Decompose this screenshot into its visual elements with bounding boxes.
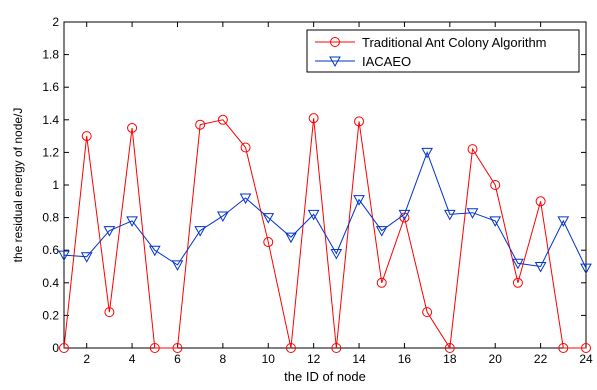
y-tick-label: 2 (52, 15, 59, 29)
y-tick-label: 0.6 (42, 243, 59, 257)
plot-area (63, 21, 587, 349)
data-point (422, 307, 433, 318)
data-point (466, 208, 479, 219)
data-point (103, 226, 116, 237)
data-point (421, 147, 433, 159)
series-line (63, 150, 587, 269)
data-point (581, 343, 591, 353)
legend-marker (330, 37, 340, 47)
y-tick-label: 0 (52, 341, 59, 355)
data-point (444, 343, 455, 353)
data-point (512, 277, 523, 288)
data-point (331, 343, 342, 353)
series-layer (58, 113, 592, 353)
data-point (354, 116, 365, 127)
data-point (285, 232, 297, 244)
y-tick-label: 0.8 (42, 211, 59, 225)
data-point (59, 343, 69, 353)
data-point (126, 216, 138, 227)
data-point (171, 260, 184, 271)
x-axis-label: the ID of node (284, 369, 366, 384)
legend-marker (329, 56, 341, 68)
data-point (330, 248, 343, 260)
data-point (149, 343, 160, 353)
x-axis: 2 4 6 8 10 12 14 16 18 20 22 24 (83, 22, 593, 366)
legend-box (306, 29, 580, 73)
data-point (467, 144, 478, 155)
x-tick-label: 18 (443, 352, 457, 366)
data-point (240, 142, 251, 153)
x-tick-label: 24 (579, 352, 593, 366)
data-point (104, 307, 115, 318)
legend: Traditional Ant Colony Algorithm IACAEO (306, 29, 580, 73)
data-point (534, 262, 547, 273)
data-point (580, 263, 592, 275)
legend-label: IACAEO (362, 54, 411, 69)
data-point (443, 209, 456, 221)
data-point (376, 277, 387, 288)
x-tick-label: 20 (489, 352, 503, 366)
x-tick-label: 2 (83, 352, 90, 366)
y-tick-label: 1.6 (42, 80, 59, 94)
data-point (398, 209, 411, 221)
data-point (512, 258, 524, 270)
y-tick-label: 1.8 (42, 48, 59, 62)
legend-item: IACAEO (315, 54, 411, 69)
data-point (558, 343, 569, 353)
y-tick-label: 1.2 (42, 145, 59, 159)
x-tick-label: 8 (220, 352, 227, 366)
legend-label: Traditional Ant Colony Algorithm (362, 35, 547, 50)
data-point (557, 216, 570, 227)
data-point (58, 250, 70, 262)
x-tick-label: 16 (398, 352, 412, 366)
y-axis-label: the residual energy of node/J (11, 108, 25, 263)
y-tick-label: 1 (52, 178, 59, 192)
y-axis: 0 0.2 0.4 0.6 0.8 1 1.2 1.4 1.6 1.8 2 (42, 15, 586, 355)
data-point (80, 252, 93, 263)
x-tick-label: 10 (262, 352, 276, 366)
data-point (307, 209, 320, 221)
data-point (262, 213, 275, 224)
data-point (81, 131, 92, 142)
data-point (239, 193, 252, 205)
x-tick-label: 6 (174, 352, 181, 366)
data-point (195, 119, 206, 130)
data-point (490, 180, 501, 190)
y-tick-label: 1.4 (42, 113, 59, 127)
x-tick-label: 22 (534, 352, 548, 366)
data-point (172, 343, 183, 353)
legend-item: Traditional Ant Colony Algorithm (315, 35, 547, 50)
x-tick-label: 12 (307, 352, 321, 366)
data-point (217, 114, 228, 125)
data-point (263, 237, 274, 248)
data-point (194, 226, 207, 237)
x-tick-label: 14 (352, 352, 366, 366)
data-point (353, 195, 365, 206)
x-tick-label: 4 (129, 352, 136, 366)
data-point (217, 211, 229, 222)
data-point (308, 113, 319, 124)
data-point (375, 226, 388, 237)
data-point (148, 245, 161, 257)
series-2 (58, 147, 592, 275)
data-point (285, 343, 296, 353)
y-tick-label: 0.2 (42, 308, 59, 322)
y-tick-label: 0.4 (42, 276, 59, 290)
data-point (489, 216, 502, 227)
data-point (535, 196, 546, 207)
data-point (127, 122, 138, 133)
